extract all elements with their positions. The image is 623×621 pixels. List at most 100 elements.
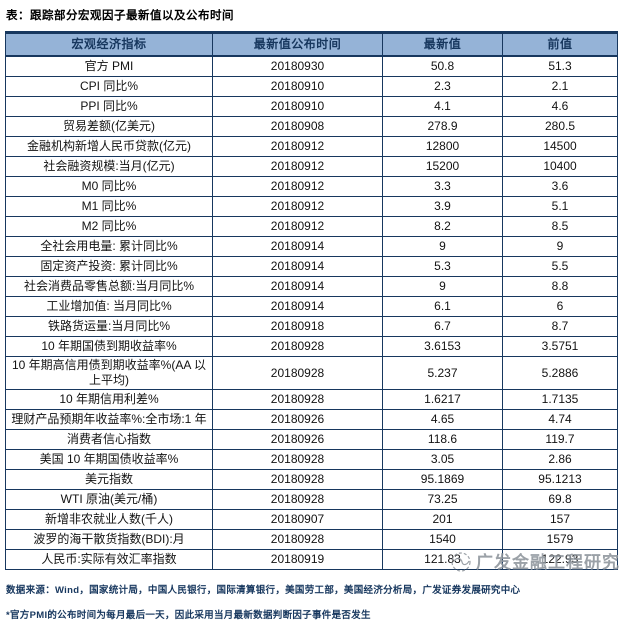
table-row: 10 年期高信用债到期收益率%(AA 以上平均) 20180928 5.237 5.2… [5,356,618,390]
table-row: 美国 10 年期国债收益率% 20180928 3.05 2.86 [5,449,618,470]
indicator-cell: WTI 原油(美元/桶) [5,489,213,510]
indicator-cell: 人民币:实际有效汇率指数 [5,549,213,570]
indicator-cell: 贸易差额(亿美元) [5,116,213,137]
indicator-cell: CPI 同比% [5,76,213,97]
publish-time-cell: 20180919 [212,549,383,570]
table-row: 铁路货运量:当月同比% 20180918 6.7 8.7 [5,316,618,337]
indicator-cell: 10 年期信用利差% [5,389,213,410]
col-header-publish-time: 最新值公布时间 [212,32,383,57]
indicator-cell: 社会融资规模:当月(亿元) [5,156,213,177]
table-row: 人民币:实际有效汇率指数 20180919 121.83 122.93 [5,549,618,570]
latest-value-cell: 9 [382,276,503,297]
previous-value-cell: 157 [502,509,618,530]
indicator-cell: M1 同比% [5,196,213,217]
publish-time-cell: 20180914 [212,256,383,277]
publish-time-cell: 20180914 [212,296,383,317]
latest-value-cell: 50.8 [382,55,503,77]
table-row: M1 同比% 20180912 3.9 5.1 [5,196,618,217]
col-header-indicator: 宏观经济指标 [5,32,213,57]
latest-value-cell: 95.1869 [382,469,503,490]
latest-value-cell: 1.6217 [382,389,503,410]
table-row: 社会消费品零售总额:当月同比% 20180914 9 8.8 [5,276,618,297]
indicator-cell: 固定资产投资: 累计同比% [5,256,213,277]
col-header-previous-value: 前值 [502,32,618,57]
table-row: M2 同比% 20180912 8.2 8.5 [5,216,618,237]
previous-value-cell: 2.1 [502,76,618,97]
previous-value-cell: 5.2886 [502,356,618,390]
table-row: 消费者信心指数 20180926 118.6 119.7 [5,429,618,450]
table-row: 美元指数 20180928 95.1869 95.1213 [5,469,618,490]
previous-value-cell: 51.3 [502,55,618,77]
previous-value-cell: 119.7 [502,429,618,450]
previous-value-cell: 6 [502,296,618,317]
previous-value-cell: 8.7 [502,316,618,337]
publish-time-cell: 20180907 [212,509,383,530]
table-row: 固定资产投资: 累计同比% 20180914 5.3 5.5 [5,256,618,277]
publish-time-cell: 20180914 [212,276,383,297]
publish-time-cell: 20180912 [212,156,383,177]
latest-value-cell: 5.237 [382,356,503,390]
publish-time-cell: 20180928 [212,356,383,390]
table-row: 贸易差额(亿美元) 20180908 278.9 280.5 [5,116,618,137]
latest-value-cell: 8.2 [382,216,503,237]
indicator-cell: PPI 同比% [5,96,213,117]
latest-value-cell: 73.25 [382,489,503,510]
publish-time-cell: 20180928 [212,489,383,510]
publish-time-cell: 20180928 [212,389,383,410]
indicator-cell: 官方 PMI [5,55,213,77]
table-row: 新增非农就业人数(千人) 20180907 201 157 [5,509,618,530]
indicator-cell: 美元指数 [5,469,213,490]
latest-value-cell: 2.3 [382,76,503,97]
table-body: 官方 PMI 20180930 50.8 51.3 CPI 同比% 20180910 2.3… [5,55,618,570]
table-title: 表：跟踪部分宏观因子最新值以及公布时间 [6,10,234,22]
latest-value-cell: 6.1 [382,296,503,317]
table-row: 10 年期国债到期收益率% 20180928 3.6153 3.5751 [5,336,618,357]
latest-value-cell: 121.83 [382,549,503,570]
indicator-cell: M0 同比% [5,176,213,197]
publish-time-cell: 20180908 [212,116,383,137]
latest-value-cell: 12800 [382,136,503,157]
latest-value-cell: 118.6 [382,429,503,450]
publish-time-cell: 20180910 [212,76,383,97]
latest-value-cell: 201 [382,509,503,530]
publish-time-cell: 20180928 [212,449,383,470]
indicator-cell: 工业增加值: 当月同比% [5,296,213,317]
previous-value-cell: 2.86 [502,449,618,470]
table-row: 波罗的海干散货指数(BDI):月 20180928 1540 1579 [5,529,618,550]
latest-value-cell: 6.7 [382,316,503,337]
latest-value-cell: 15200 [382,156,503,177]
previous-value-cell: 4.6 [502,96,618,117]
indicator-cell: 10 年期高信用债到期收益率%(AA 以上平均) [5,356,213,390]
col-header-latest-value: 最新值 [382,32,503,57]
latest-value-cell: 4.65 [382,409,503,430]
macro-factors-table: 宏观经济指标 最新值公布时间 最新值 前值 官方 PMI 20180930 50.8… [5,31,618,570]
latest-value-cell: 3.9 [382,196,503,217]
table-row: CPI 同比% 20180910 2.3 2.1 [5,76,618,97]
indicator-cell: 新增非农就业人数(千人) [5,509,213,530]
publish-time-cell: 20180910 [212,96,383,117]
latest-value-cell: 3.05 [382,449,503,470]
publish-time-cell: 20180928 [212,529,383,550]
previous-value-cell: 14500 [502,136,618,157]
latest-value-cell: 1540 [382,529,503,550]
latest-value-cell: 278.9 [382,116,503,137]
previous-value-cell: 5.1 [502,196,618,217]
latest-value-cell: 5.3 [382,256,503,277]
publish-time-cell: 20180912 [212,216,383,237]
indicator-cell: 消费者信心指数 [5,429,213,450]
previous-value-cell: 4.74 [502,409,618,430]
previous-value-cell: 9 [502,236,618,257]
table-row: 社会融资规模:当月(亿元) 20180912 15200 10400 [5,156,618,177]
table-row: 官方 PMI 20180930 50.8 51.3 [5,55,618,77]
previous-value-cell: 8.5 [502,216,618,237]
previous-value-cell: 10400 [502,156,618,177]
publish-time-cell: 20180912 [212,176,383,197]
table-row: 全社会用电量: 累计同比% 20180914 9 9 [5,236,618,257]
indicator-cell: 全社会用电量: 累计同比% [5,236,213,257]
publish-time-cell: 20180914 [212,236,383,257]
previous-value-cell: 5.5 [502,256,618,277]
publish-time-cell: 20180926 [212,409,383,430]
indicator-cell: 美国 10 年期国债收益率% [5,449,213,470]
table-row: M0 同比% 20180912 3.3 3.6 [5,176,618,197]
